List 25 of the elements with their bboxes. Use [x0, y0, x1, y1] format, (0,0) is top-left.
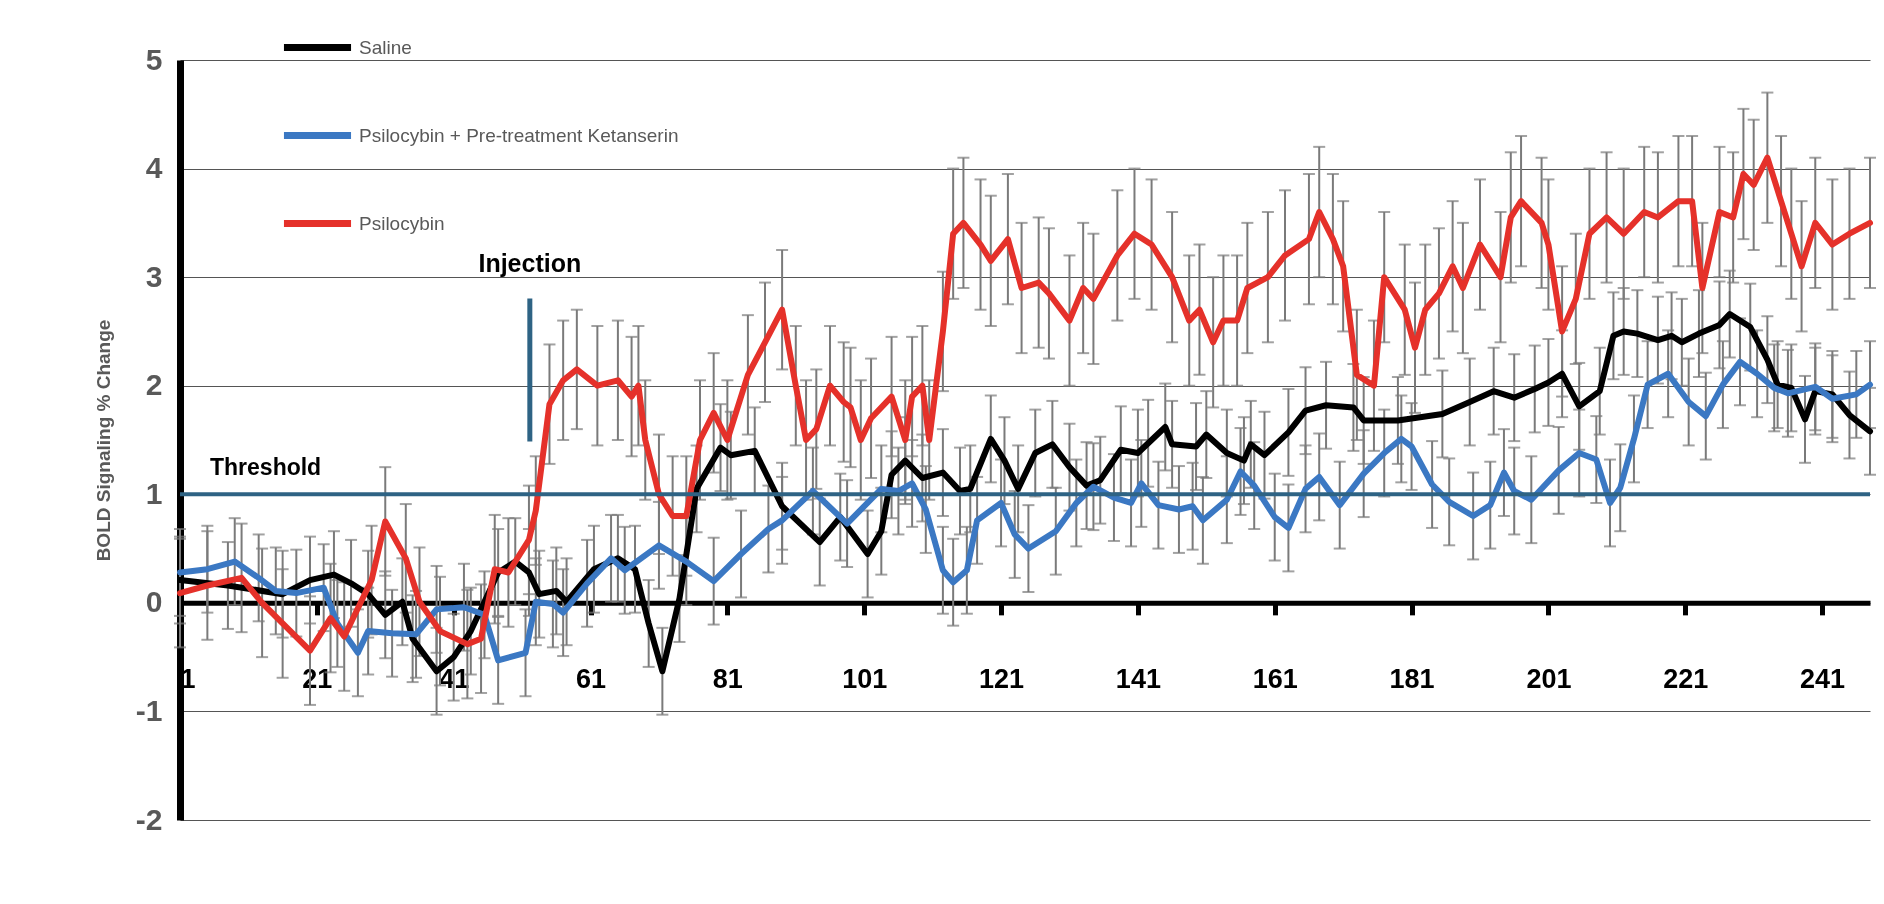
ref-line-label: Threshold: [210, 454, 322, 481]
x-tick-label: 81: [712, 664, 743, 695]
x-tick-label: 101: [842, 664, 888, 695]
legend-label: Psilocybin: [359, 212, 445, 234]
x-tick-label: 241: [1800, 664, 1846, 695]
y-tick-label: 0: [145, 585, 163, 619]
x-tick-label: 201: [1526, 664, 1572, 695]
legend-label: Psilocybin + Pre-treatment Ketanserin: [359, 124, 679, 146]
x-tick-label: 181: [1389, 664, 1435, 695]
y-tick-label: 5: [145, 42, 163, 76]
y-tick-label: 3: [145, 259, 163, 293]
x-tick-label: 41: [439, 664, 470, 695]
annotation: Injection: [478, 248, 582, 277]
x-tick-label: 161: [1252, 664, 1298, 695]
x-tick-label: 61: [576, 664, 607, 695]
x-tick-label: 121: [979, 664, 1025, 695]
legend-label: Saline: [359, 36, 412, 58]
x-tick-label: 221: [1663, 664, 1709, 695]
y-tick-label: 2: [145, 368, 163, 402]
y-tick-label: 4: [145, 151, 163, 185]
y-tick-label: -1: [135, 693, 163, 727]
y-axis-title: BOLD Signaling % Change: [92, 319, 114, 562]
y-tick-label: -2: [135, 802, 163, 836]
x-tick-label: 141: [1115, 664, 1161, 695]
y-tick-label: 1: [145, 476, 163, 510]
